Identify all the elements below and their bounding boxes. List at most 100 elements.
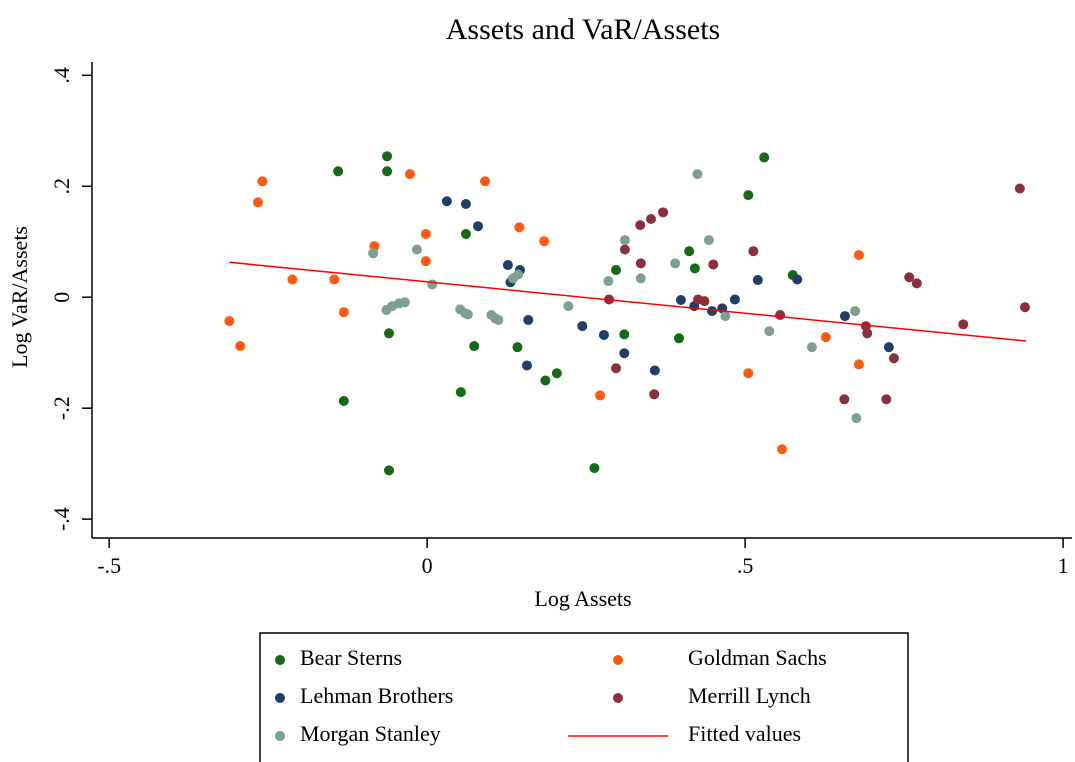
y-tick-label: 0: [49, 292, 74, 303]
point: [619, 329, 630, 340]
point: [707, 306, 718, 317]
point: [958, 319, 969, 330]
point: [383, 465, 394, 476]
point: [382, 166, 393, 177]
y-tick-label: -.4: [49, 507, 74, 531]
legend-label: Lehman Brothers: [300, 683, 453, 708]
x-tick-label: 0: [422, 553, 433, 578]
point: [333, 166, 344, 177]
y-tick-label: .2: [49, 178, 74, 195]
point: [729, 294, 740, 305]
point: [523, 314, 534, 325]
point: [777, 444, 788, 455]
point: [708, 259, 719, 270]
point: [287, 274, 298, 285]
point: [427, 279, 438, 290]
legend-marker: [275, 693, 285, 703]
point: [598, 329, 609, 340]
point: [611, 363, 622, 374]
point: [759, 152, 770, 163]
point: [692, 169, 703, 180]
point: [577, 321, 588, 332]
point: [224, 316, 235, 327]
point: [404, 169, 415, 180]
legend-marker: [613, 655, 623, 665]
point: [775, 309, 786, 320]
point: [851, 413, 862, 424]
y-tick-label: .4: [49, 67, 74, 84]
point: [839, 394, 850, 405]
point: [720, 311, 731, 322]
point: [469, 341, 480, 352]
point: [514, 222, 525, 233]
legend-label: Goldman Sachs: [688, 645, 827, 670]
x-axis-label: Log Assets: [534, 586, 631, 611]
point: [619, 244, 630, 255]
point: [658, 207, 669, 218]
point: [338, 395, 349, 406]
point: [853, 250, 864, 261]
point: [493, 314, 504, 325]
point: [383, 328, 394, 339]
point: [603, 276, 614, 287]
legend-label: Merrill Lynch: [688, 683, 811, 708]
point: [539, 236, 550, 247]
point: [904, 272, 915, 283]
point: [743, 190, 754, 201]
point: [806, 342, 817, 353]
point: [462, 309, 473, 320]
point: [338, 307, 349, 318]
legend-label: Bear Sterns: [300, 645, 402, 670]
point: [460, 199, 471, 210]
point: [703, 235, 714, 246]
point: [611, 265, 622, 276]
point: [480, 176, 491, 187]
point: [368, 248, 379, 259]
point: [329, 274, 340, 285]
point: [473, 221, 484, 232]
point: [411, 244, 422, 255]
point: [764, 326, 775, 337]
legend-marker: [275, 731, 285, 741]
point: [675, 295, 686, 305]
point: [888, 353, 899, 364]
point: [881, 394, 892, 405]
point: [235, 341, 246, 352]
point: [670, 258, 681, 269]
y-axis-label: Log VaR/Assets: [7, 226, 32, 368]
point: [883, 342, 894, 353]
point: [748, 246, 759, 257]
point: [752, 275, 763, 286]
point: [563, 301, 574, 312]
point: [1019, 302, 1030, 313]
point: [551, 368, 562, 379]
point: [257, 176, 268, 187]
point: [252, 197, 263, 208]
point: [513, 269, 524, 280]
point: [382, 151, 393, 162]
point: [635, 258, 646, 269]
point: [521, 360, 532, 371]
point: [689, 263, 700, 274]
point: [649, 365, 660, 376]
point: [743, 368, 754, 379]
point: [699, 296, 710, 307]
point: [684, 246, 695, 257]
point: [853, 359, 864, 370]
point: [820, 332, 831, 343]
point: [420, 256, 431, 267]
point: [646, 214, 657, 225]
point: [460, 228, 471, 239]
point: [635, 220, 646, 231]
point: [540, 375, 551, 386]
x-tick-label: 1: [1058, 553, 1069, 578]
point: [1014, 183, 1025, 194]
point: [850, 306, 861, 317]
legend-box: [259, 632, 909, 762]
point: [911, 278, 922, 289]
point: [595, 390, 606, 401]
point: [619, 235, 630, 246]
legend-marker: [275, 655, 285, 665]
point: [420, 228, 431, 239]
